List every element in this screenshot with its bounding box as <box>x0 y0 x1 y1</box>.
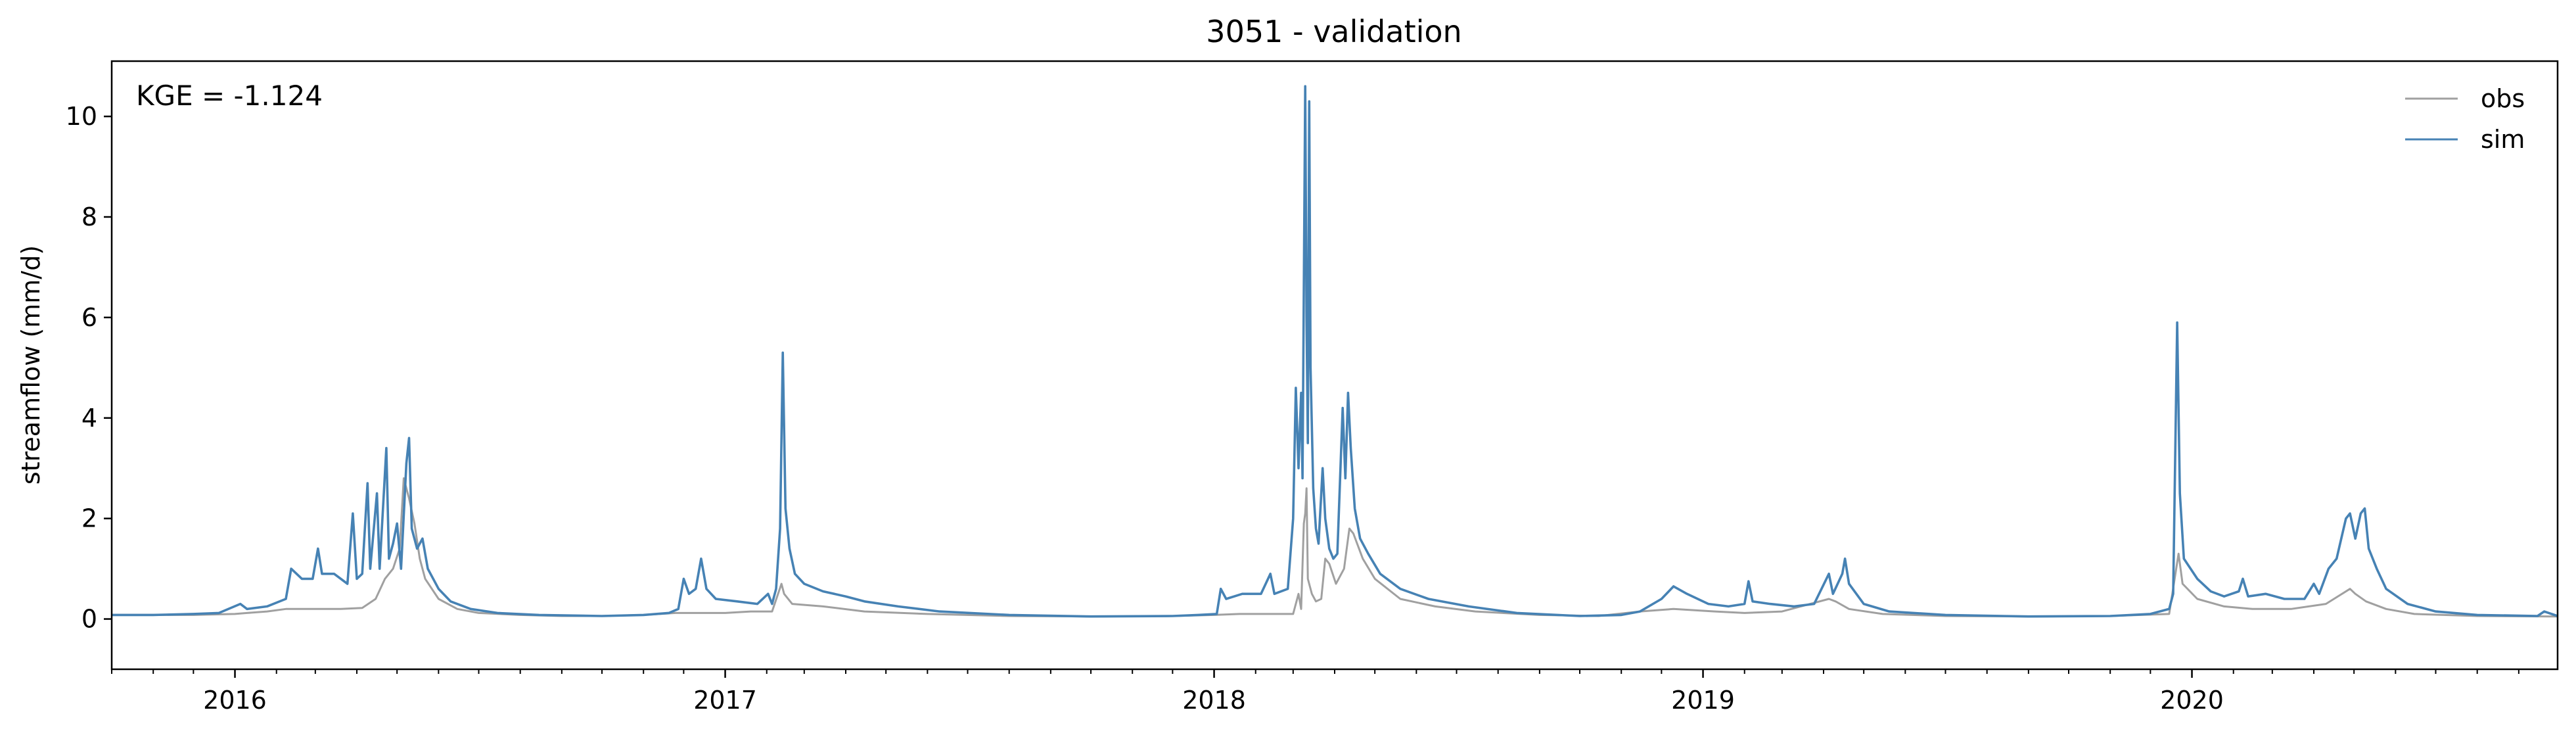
y-axis: 0 2 4 6 8 10 <box>66 102 112 634</box>
y-tick-label: 2 <box>81 504 97 533</box>
legend: obs sim <box>2405 84 2525 154</box>
x-tick-label: 2020 <box>2160 686 2224 715</box>
plot-area <box>110 60 2559 671</box>
x-tick-label: 2018 <box>1182 686 1246 715</box>
y-axis-label: streamflow (mm/d) <box>16 245 45 485</box>
kge-annotation: KGE = -1.124 <box>136 80 323 112</box>
legend-sim-label: sim <box>2481 125 2525 154</box>
plot-background <box>112 61 2558 669</box>
x-tick-label: 2017 <box>693 686 757 715</box>
y-tick-label: 10 <box>66 102 97 131</box>
y-tick-label: 0 <box>81 605 97 634</box>
legend-obs-label: obs <box>2481 84 2525 113</box>
sim-series <box>112 85 2558 618</box>
x-axis: 2016 2017 2018 2019 2020 <box>111 669 2519 715</box>
x-tick-label: 2019 <box>1671 686 1735 715</box>
y-tick-label: 6 <box>81 303 97 332</box>
y-tick-label: 8 <box>81 202 97 231</box>
chart-title: 3051 - validation <box>1206 14 1461 49</box>
x-tick-label: 2016 <box>203 686 267 715</box>
sim-line <box>112 85 2558 618</box>
y-tick-label: 4 <box>81 404 97 433</box>
